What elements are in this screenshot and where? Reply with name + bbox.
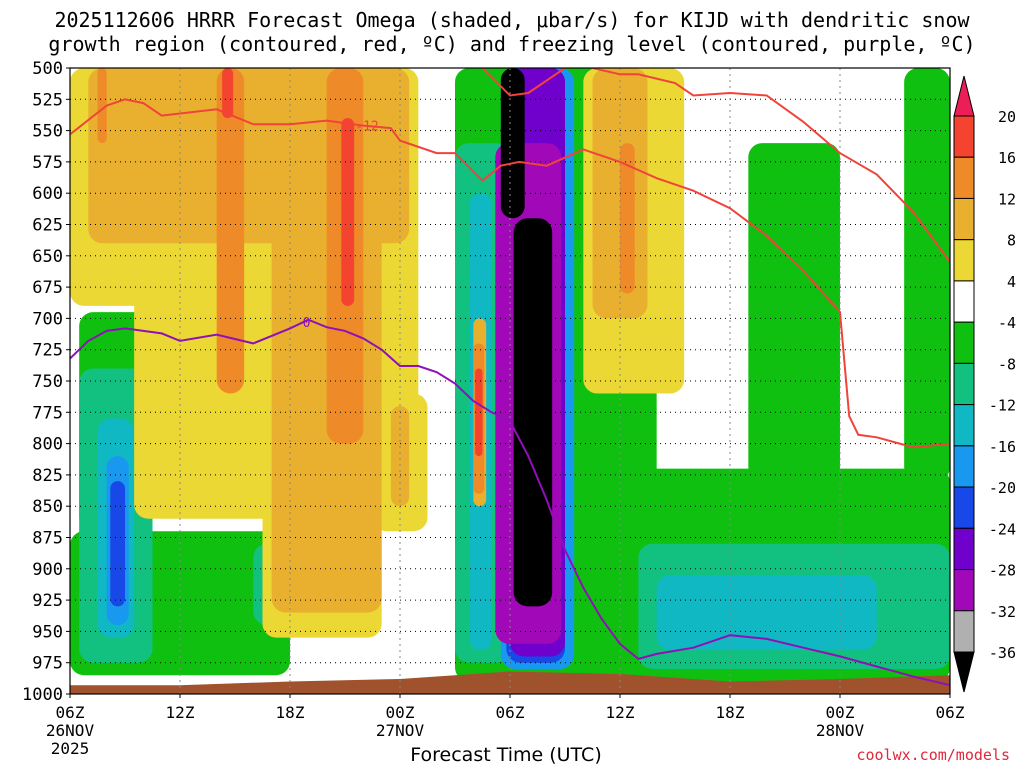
colorbar-label: -20 — [989, 479, 1016, 497]
omega-region-34 — [97, 68, 107, 144]
colorbar-swatch — [953, 156, 975, 199]
omega-region-5 — [904, 68, 950, 482]
chart-title-line-1: 2025112606 HRRR Forecast Omega (shaded, … — [54, 8, 970, 32]
y-tick-label: 1000 — [22, 685, 63, 705]
omega-region-15 — [110, 481, 125, 607]
y-tick-label: 925 — [32, 591, 63, 611]
colorbar-label: 8 — [1007, 232, 1016, 250]
x-tick-label: 00Z — [386, 703, 415, 722]
colorbar-swatch — [953, 445, 975, 488]
y-tick-label: 700 — [32, 309, 63, 329]
colorbar-swatch — [953, 362, 975, 406]
x-tick-label: 18Z — [716, 703, 745, 722]
y-tick-label: 825 — [32, 466, 63, 486]
x-tick-label: 00Z — [826, 703, 855, 722]
colorbar-swatch — [953, 569, 975, 612]
colorbar-swatch — [953, 486, 975, 529]
colorbar-label: -8 — [998, 355, 1016, 373]
y-tick-label: 675 — [32, 278, 63, 298]
colorbar-label: -24 — [989, 520, 1016, 538]
omega-region-20 — [513, 218, 553, 607]
y-tick-label: 750 — [32, 372, 63, 392]
omega-region-4 — [748, 143, 840, 482]
colorbar-label: -4 — [998, 314, 1016, 332]
colorbar-label: -36 — [989, 644, 1016, 662]
colorbar-swatch — [953, 527, 975, 571]
omega-region-37 — [341, 118, 355, 306]
y-tick-label: 725 — [32, 341, 63, 361]
omega-region-39 — [475, 368, 483, 457]
credit-text: coolwx.com/models — [856, 746, 1010, 764]
x-tick-date: 26NOV — [46, 721, 95, 740]
omega-region-35 — [620, 143, 635, 294]
omega-region-19 — [500, 68, 525, 219]
colorbar-label: -28 — [989, 562, 1016, 580]
snow-growth-contour-segment2 — [481, 68, 566, 97]
x-tick-label: 12Z — [606, 703, 635, 722]
x-tick-label: 18Z — [276, 703, 305, 722]
y-tick-label: 525 — [32, 90, 63, 110]
chart-title-line-2: growth region (contoured, red, ºC) and f… — [48, 32, 976, 56]
y-tick-label: 875 — [32, 529, 63, 549]
colorbar: 20 16 12 8 4 -4 -8 -12 -16 -20 -24 -28 -32 -36 — [953, 75, 1016, 693]
colorbar-label: 4 — [1007, 273, 1016, 291]
omega-region-10 — [656, 575, 877, 651]
y-tick-label: 575 — [32, 153, 63, 173]
terrain-layer — [70, 671, 950, 694]
colorbar-label: -16 — [989, 438, 1016, 456]
colorbar-label: 12 — [998, 190, 1016, 208]
x-tick-date: 27NOV — [376, 721, 425, 740]
x-tick-label: 06Z — [56, 703, 85, 722]
terrain-band — [70, 671, 950, 694]
omega-region-38 — [222, 68, 234, 119]
colorbar-label: -12 — [989, 397, 1016, 415]
colorbar-label: -32 — [989, 603, 1016, 621]
colorbar-swatch — [953, 404, 975, 447]
x-tick-label: 12Z — [166, 703, 195, 722]
y-tick-label: 500 — [32, 59, 63, 79]
colorbar-swatch — [953, 280, 975, 323]
snow-growth-contour-segment3 — [592, 68, 950, 263]
freezing-level-label: 0 — [303, 316, 311, 331]
colorbar-swatch — [953, 239, 975, 282]
snow-growth-contour-label: -12 — [355, 120, 378, 135]
y-tick-label: 600 — [32, 184, 63, 204]
freezing-level-contour — [70, 318, 950, 687]
colorbar-bottom-arrow — [953, 651, 975, 693]
omega-region-32 — [216, 68, 245, 394]
y-tick-label: 775 — [32, 403, 63, 423]
y-tick-label: 625 — [32, 216, 63, 236]
colorbar-label: 16 — [998, 149, 1016, 167]
snow-growth-contour-points — [70, 98, 950, 449]
omega-shading — [70, 68, 950, 682]
y-tick-label: 950 — [32, 622, 63, 642]
x-tick-date: 28NOV — [816, 721, 865, 740]
colorbar-swatch — [953, 610, 975, 653]
y-tick-label: 850 — [32, 497, 63, 517]
omega-region-29 — [390, 406, 410, 507]
y-tick-label: 900 — [32, 560, 63, 580]
gridlines — [70, 68, 950, 694]
y-tick-label: 975 — [32, 654, 63, 674]
colorbar-swatch — [953, 115, 975, 158]
x-tick-label: 06Z — [496, 703, 525, 722]
y-axis: 500 525 550 575 600 625 650 675 700 725 750 775 800 8… — [22, 59, 70, 705]
colorbar-swatch — [953, 197, 975, 241]
contours: -12 0 — [70, 68, 950, 687]
y-tick-label: 550 — [32, 122, 63, 142]
y-tick-label: 650 — [32, 247, 63, 267]
y-tick-label: 800 — [32, 435, 63, 455]
x-tick-year: 2025 — [51, 739, 90, 758]
colorbar-top-arrow — [953, 75, 975, 117]
x-axis-title: Forecast Time (UTC) — [410, 744, 602, 766]
x-tick-label: 06Z — [936, 703, 965, 722]
colorbar-swatch — [953, 321, 975, 364]
colorbar-label: 20 — [998, 108, 1016, 126]
